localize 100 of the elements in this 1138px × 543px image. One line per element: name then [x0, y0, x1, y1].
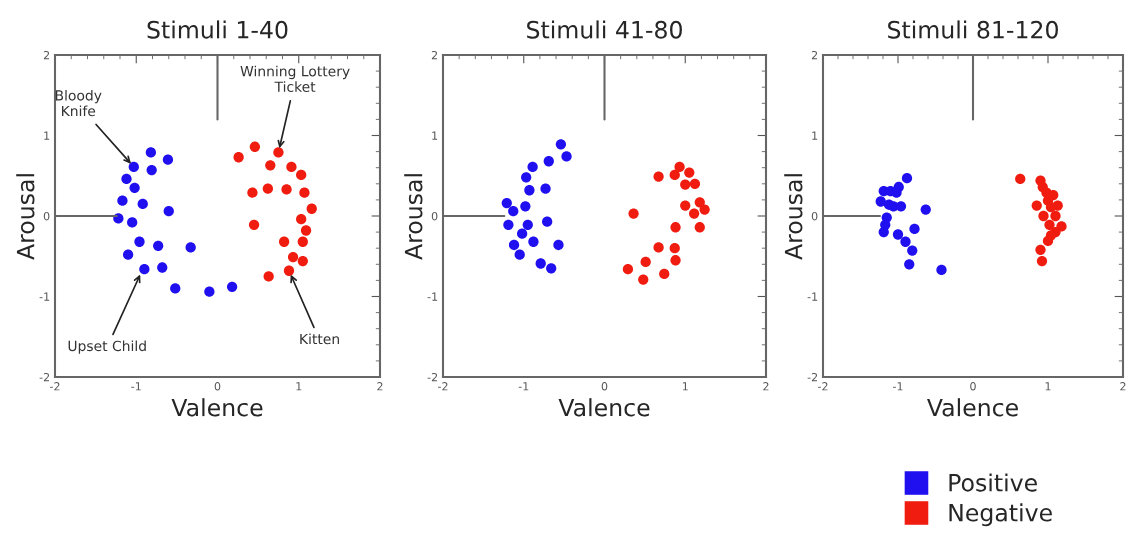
point [296, 169, 307, 181]
point [901, 173, 913, 184]
point [204, 286, 215, 297]
point [503, 219, 514, 231]
point [122, 249, 134, 260]
x-tick-label: 1 [1045, 382, 1051, 391]
point [1035, 244, 1046, 255]
point [233, 152, 244, 163]
point [521, 172, 532, 183]
x-tick-label: -2 [438, 382, 448, 391]
point [694, 197, 705, 208]
point [157, 262, 168, 273]
point [145, 147, 157, 158]
point [878, 226, 889, 238]
point [248, 219, 260, 231]
point [688, 208, 700, 219]
point [162, 154, 174, 165]
x-axis-title: Valence [927, 398, 1018, 417]
point [670, 222, 681, 233]
point [1036, 255, 1048, 267]
point [1045, 201, 1057, 213]
point [699, 204, 710, 215]
x-tick-label: 1 [682, 382, 688, 391]
point [936, 264, 947, 276]
point [680, 200, 691, 211]
legend-label: Negative [949, 503, 1052, 527]
point [628, 208, 639, 219]
point [1015, 173, 1026, 185]
point [306, 203, 317, 214]
point [669, 169, 680, 181]
y-tick-label: 0 [43, 211, 50, 221]
y-tick-label: -1 [39, 292, 50, 301]
point [904, 259, 915, 270]
point [1050, 210, 1061, 222]
annotation: Bloody Knife [55, 89, 102, 117]
point [653, 171, 664, 182]
point [553, 239, 564, 251]
point [1031, 200, 1042, 211]
point [540, 183, 551, 194]
x-tick-label: -2 [818, 382, 828, 391]
point [907, 245, 918, 256]
point [920, 204, 931, 215]
point [170, 283, 181, 294]
point [670, 255, 681, 266]
point [508, 206, 519, 217]
x-tick-label: -1 [893, 382, 903, 391]
y-tick-label: -2 [427, 372, 438, 382]
point [278, 236, 290, 247]
point [684, 167, 695, 178]
y-tick-label: -2 [39, 372, 50, 382]
point [283, 265, 295, 276]
chart-title: Stimuli 81-120 [888, 20, 1058, 39]
point [263, 271, 274, 282]
point [669, 243, 680, 254]
y-tick-label: 1 [432, 131, 438, 140]
point [185, 242, 196, 253]
point [659, 268, 670, 280]
x-tick-label: 0 [601, 382, 608, 391]
y-tick-label: 0 [431, 211, 438, 221]
point [163, 206, 174, 217]
point [247, 187, 258, 198]
x-tick-label: 1 [296, 382, 302, 391]
x-tick-label: -1 [518, 382, 529, 391]
point [524, 185, 535, 196]
point [127, 217, 138, 228]
y-tick-label: 2 [431, 50, 438, 60]
point [297, 255, 308, 267]
point [516, 228, 528, 239]
point [1042, 235, 1054, 247]
x-tick-label: 0 [214, 382, 221, 391]
chart-title: Stimuli 1-40 [147, 20, 288, 39]
y-tick-label: 1 [44, 131, 50, 140]
point [265, 160, 276, 171]
point [146, 164, 157, 176]
point [674, 161, 685, 173]
point [501, 197, 512, 209]
annotation: Upset Child [68, 340, 146, 354]
x-axis-title: Valence [558, 398, 650, 417]
point [128, 161, 139, 173]
y-axis-title: Arousal [404, 174, 423, 260]
y-tick-label: -2 [807, 372, 818, 382]
point [273, 147, 284, 158]
point [286, 161, 297, 173]
point [117, 195, 128, 206]
point [121, 173, 132, 185]
point [638, 274, 649, 285]
y-tick-label: 2 [43, 50, 50, 60]
y-tick-label: -1 [807, 292, 818, 301]
chart-title: Stimuli 41-80 [527, 20, 682, 39]
y-axis-title: Arousal [16, 174, 35, 260]
annotation: Kitten [300, 333, 339, 345]
point [909, 223, 920, 235]
point [555, 139, 567, 150]
point [297, 236, 308, 247]
x-tick-label: -2 [50, 382, 60, 391]
point [129, 182, 140, 193]
point [287, 251, 299, 263]
point [689, 178, 701, 189]
point [249, 141, 261, 152]
point [508, 239, 520, 251]
